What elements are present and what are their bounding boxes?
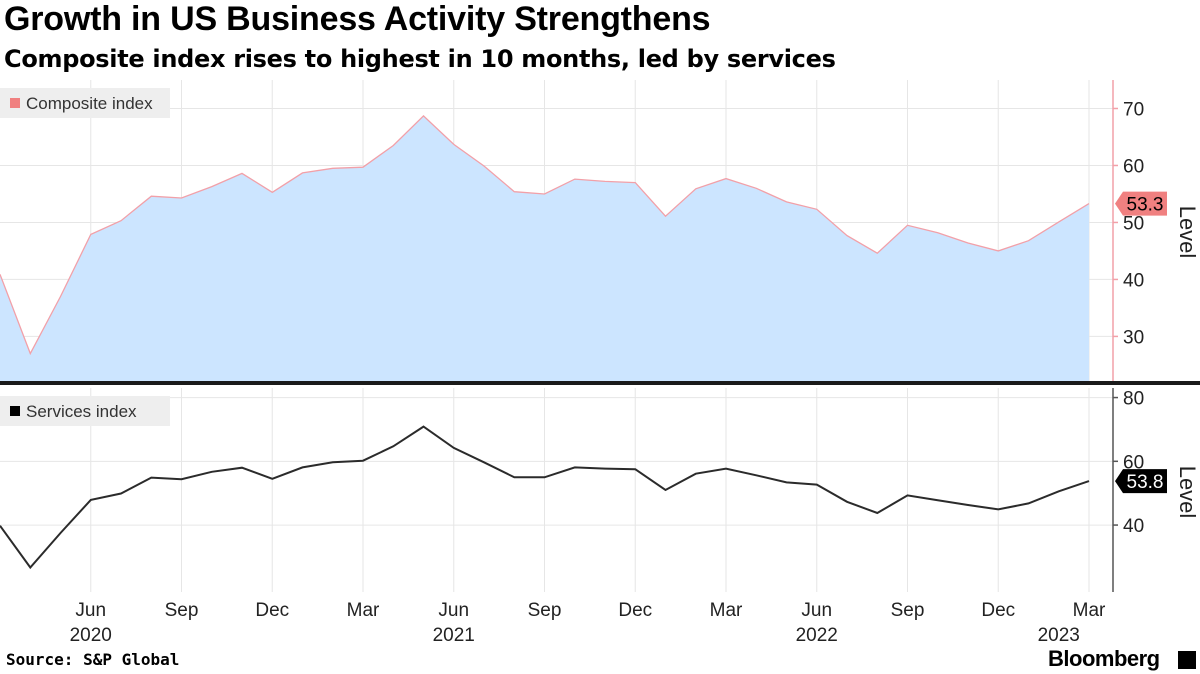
- services-panel: 40 60 80 Level 53.8 Services index: [0, 388, 1200, 592]
- x-tick-label: Jun: [75, 600, 106, 621]
- x-year-label: 2021: [433, 625, 475, 646]
- x-tick-label: Dec: [618, 600, 652, 621]
- services-legend-swatch: [10, 406, 20, 416]
- x-tick-label: Mar: [347, 600, 380, 621]
- y-tick-label: 30: [1123, 327, 1144, 348]
- chart-title: Growth in US Business Activity Strengthe…: [4, 0, 711, 38]
- y-tick-label: 60: [1123, 156, 1144, 177]
- y-tick-label: 40: [1123, 516, 1144, 537]
- services-last-value-badge: [1115, 469, 1167, 494]
- source-note: Source: S&P Global: [6, 650, 180, 669]
- x-axis: Jun Sep Dec Mar Jun Sep Dec Mar Jun Sep Dec Mar 2020…: [0, 381, 1200, 646]
- composite-legend-box: [0, 88, 170, 118]
- services-y-axis-label: Level: [1175, 466, 1200, 519]
- composite-last-value-label: 53.3: [1127, 195, 1164, 216]
- x-tick-label: Mar: [1073, 600, 1106, 621]
- composite-legend-label: Composite index: [26, 94, 153, 113]
- y-tick-label: 40: [1123, 270, 1144, 291]
- x-tick-label: Sep: [165, 600, 199, 621]
- x-year-label: 2022: [796, 625, 838, 646]
- x-tick-label: Jun: [801, 600, 832, 621]
- composite-panel: 30 40 50 60 70 Level 53.3 Composite index: [0, 80, 1200, 383]
- y-tick-label: 80: [1123, 389, 1144, 410]
- y-tick-label: 50: [1123, 213, 1144, 234]
- x-tick-label: Sep: [891, 600, 925, 621]
- panel-separator: [0, 381, 1200, 385]
- x-tick-label: Mar: [710, 600, 743, 621]
- services-legend-label: Services index: [26, 402, 137, 421]
- x-year-label: 2023: [1038, 625, 1080, 646]
- composite-legend-swatch: [10, 98, 20, 108]
- composite-area: [0, 115, 1089, 383]
- x-year-label: 2020: [70, 625, 112, 646]
- y-tick-label: 60: [1123, 452, 1144, 473]
- x-tick-label: Dec: [255, 600, 289, 621]
- x-tick-label: Dec: [981, 600, 1015, 621]
- x-tick-label: Sep: [528, 600, 562, 621]
- composite-last-value-badge: [1115, 191, 1167, 216]
- bloomberg-chart-icon: [1178, 651, 1196, 669]
- chart-subtitle: Composite index rises to highest in 10 m…: [4, 45, 836, 73]
- x-tick-label: Jun: [438, 600, 469, 621]
- y-tick-label: 70: [1123, 99, 1144, 120]
- brand-logo: Bloomberg: [1048, 646, 1160, 671]
- services-last-value-label: 53.8: [1127, 472, 1164, 493]
- composite-y-axis-label: Level: [1175, 206, 1200, 259]
- services-legend-box: [0, 396, 170, 426]
